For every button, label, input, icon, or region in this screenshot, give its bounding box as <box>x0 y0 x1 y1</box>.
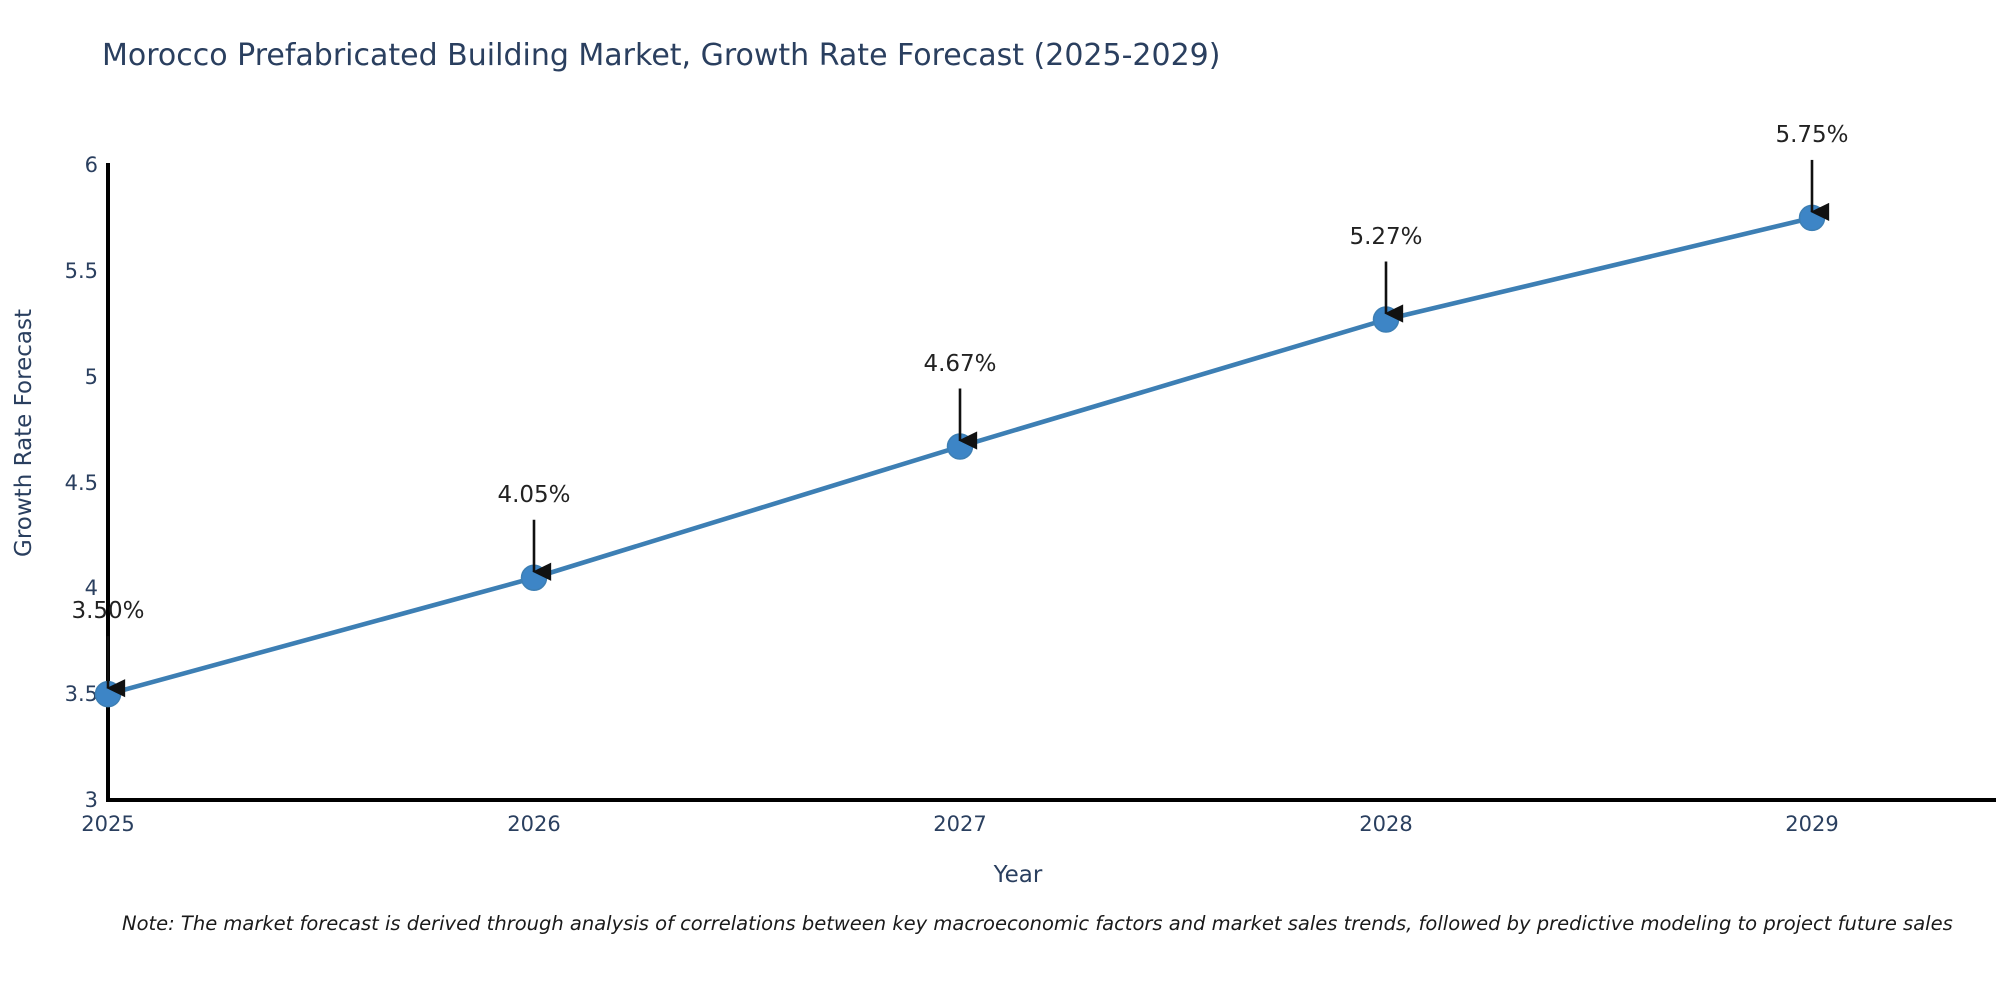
x-tick-label: 2027 <box>933 812 987 836</box>
x-tick-label: 2029 <box>1785 812 1839 836</box>
chart-title: Morocco Prefabricated Building Market, G… <box>102 38 1221 73</box>
x-axis-title: Year <box>993 862 1043 888</box>
y-tick-label: 4.5 <box>64 470 98 495</box>
x-tick-label: 2026 <box>507 812 561 836</box>
y-axis-title: Growth Rate Forecast <box>11 309 37 557</box>
y-tick-label: 4 <box>84 576 98 601</box>
line-series-svg <box>94 204 1826 708</box>
x-tick-label: 2025 <box>81 812 135 836</box>
data-point-marker[interactable] <box>1798 204 1826 232</box>
y-axis-spine <box>106 163 110 802</box>
data-point-marker[interactable] <box>520 564 548 591</box>
data-point-label: 4.05% <box>497 481 571 508</box>
data-point-marker[interactable] <box>1372 306 1400 333</box>
y-tick-label: 3.5 <box>64 682 98 707</box>
x-tick-label: 2028 <box>1359 812 1413 836</box>
y-tick-label: 5.5 <box>64 258 98 283</box>
plot-area <box>94 165 1925 800</box>
x-axis-spine <box>106 798 1996 802</box>
chart-footnote: Note: The market forecast is derived thr… <box>122 912 1953 935</box>
data-point-label: 5.75% <box>1775 121 1849 148</box>
y-tick-label: 3 <box>84 788 98 812</box>
y-axis-tick-labels: 3 3.5 4 4.5 5 5.5 6 <box>0 0 98 1000</box>
data-point-label: 4.67% <box>923 350 997 377</box>
y-tick-label: 6 <box>84 153 98 177</box>
series-markers <box>94 204 1826 708</box>
data-point-marker[interactable] <box>946 433 974 460</box>
data-point-label: 5.27% <box>1349 223 1423 250</box>
data-point-label: 3.50% <box>71 598 145 625</box>
data-point-marker[interactable] <box>94 680 122 708</box>
y-tick-label: 5 <box>84 364 98 389</box>
